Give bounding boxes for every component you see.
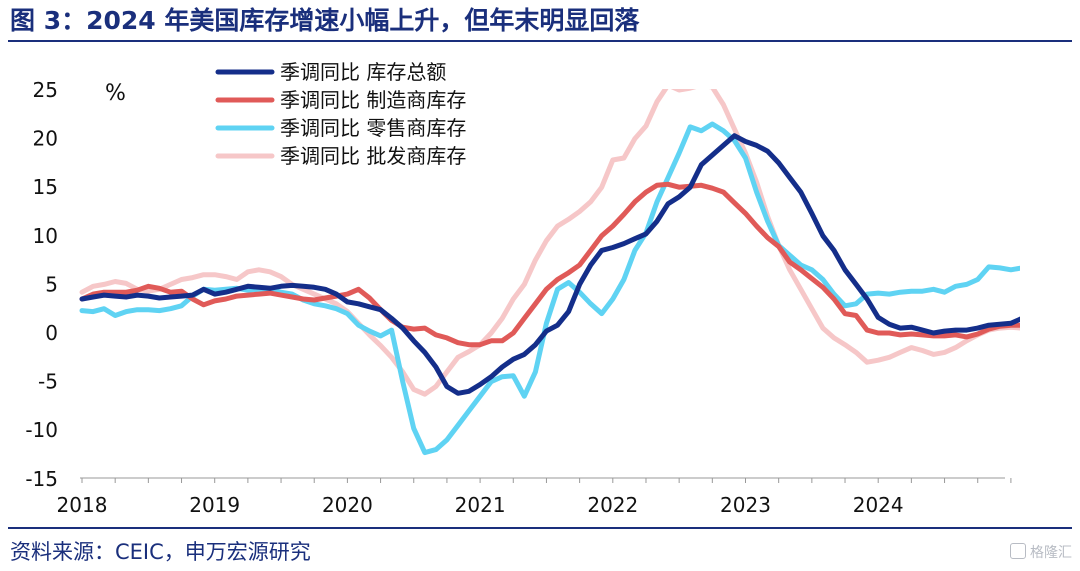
x-tick-label: 2021 bbox=[455, 493, 506, 517]
y-axis: 25 20 15 10 5 0 -5 -10 -15 bbox=[25, 78, 58, 491]
source-note: 资料来源：CEIC，申万宏源研究 bbox=[10, 540, 311, 564]
title-divider bbox=[8, 40, 1072, 42]
x-tick-label: 2024 bbox=[853, 493, 904, 517]
x-tick-label: 2022 bbox=[587, 493, 638, 517]
source-divider bbox=[8, 527, 1072, 529]
watermark-logo-icon bbox=[1010, 543, 1026, 559]
y-tick-label: 10 bbox=[33, 224, 58, 248]
legend-label-2: 季调同比 制造商库存 bbox=[280, 88, 466, 112]
x-axis: 2018 2019 2020 2021 2022 2023 2024 bbox=[57, 477, 1012, 517]
watermark-text: 格隆汇 bbox=[1030, 545, 1072, 561]
series-line-2 bbox=[79, 181, 1020, 348]
y-tick-label: 15 bbox=[33, 175, 58, 199]
y-tick-label: 25 bbox=[33, 78, 58, 102]
unit-label: % bbox=[105, 81, 126, 106]
x-tick-label: 2023 bbox=[720, 493, 771, 517]
y-tick-label: -15 bbox=[25, 467, 58, 491]
series-line-1 bbox=[79, 133, 1020, 396]
x-tick-label: 2018 bbox=[57, 493, 108, 517]
legend-label-1: 季调同比 库存总额 bbox=[280, 60, 446, 84]
series-line-3 bbox=[79, 121, 1020, 456]
y-tick-label: 0 bbox=[45, 321, 58, 345]
series-group bbox=[79, 89, 1020, 456]
legend-label-3: 季调同比 零售商库存 bbox=[280, 116, 466, 140]
legend-label-4: 季调同比 批发商库存 bbox=[280, 144, 466, 168]
y-tick-label: 20 bbox=[33, 127, 58, 151]
y-tick-label: -5 bbox=[38, 370, 58, 394]
chart-title: 图 3：2024 年美国库存增速小幅上升，但年末明显回落 bbox=[10, 6, 640, 35]
y-tick-label: -10 bbox=[25, 418, 58, 442]
x-tick-label: 2019 bbox=[189, 493, 240, 517]
series-line-4 bbox=[79, 89, 1020, 397]
y-tick-label: 5 bbox=[45, 272, 58, 296]
x-tick-label: 2020 bbox=[322, 493, 373, 517]
watermark: 格隆汇 bbox=[1010, 542, 1072, 562]
